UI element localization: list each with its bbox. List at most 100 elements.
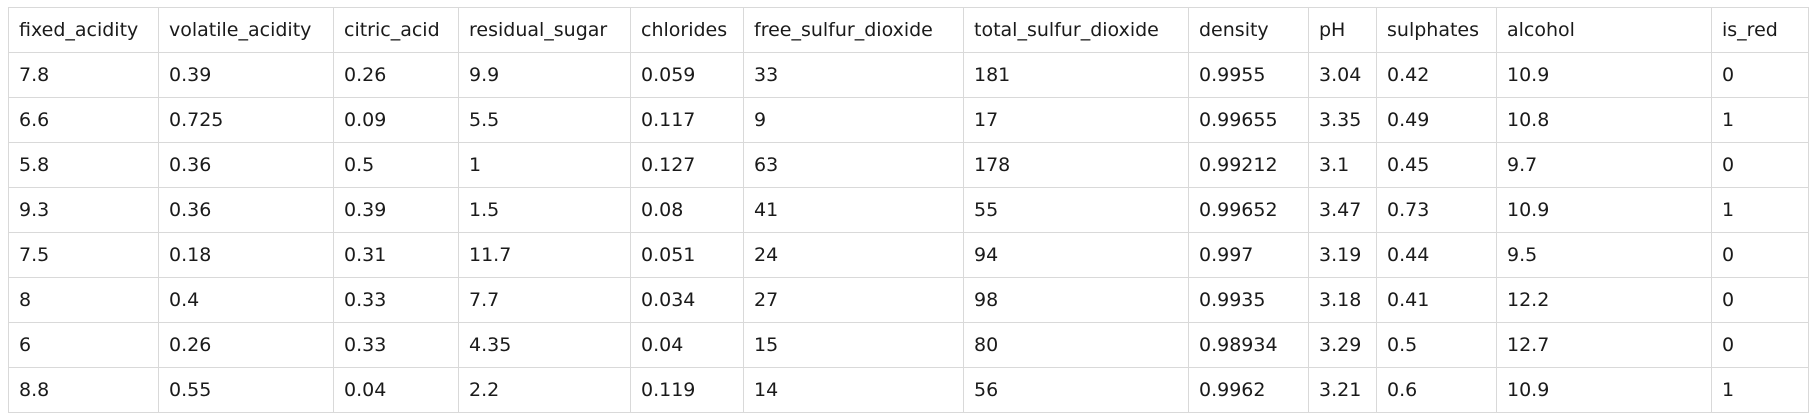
- data-table-container: fixed_acidity volatile_acidity citric_ac…: [8, 7, 1809, 413]
- table-cell: 3.04: [1308, 52, 1377, 98]
- table-cell: 12.2: [1496, 277, 1712, 323]
- table-cell: 0.5: [1376, 322, 1497, 368]
- table-cell: 0: [1711, 322, 1809, 368]
- table-cell: 4.35: [458, 322, 631, 368]
- table-cell: 0.08: [630, 187, 744, 233]
- table-cell: 2.2: [458, 367, 631, 413]
- table-cell: 0.6: [1376, 367, 1497, 413]
- table-cell: 0.725: [158, 97, 334, 143]
- table-cell: 0.9955: [1188, 52, 1309, 98]
- table-cell: 1: [458, 142, 631, 188]
- column-header: fixed_acidity: [8, 7, 159, 53]
- table-cell: 8.8: [8, 367, 159, 413]
- table-cell: 0.33: [333, 322, 459, 368]
- table-cell: 6: [8, 322, 159, 368]
- table-cell: 0.059: [630, 52, 744, 98]
- table-cell: 0.49: [1376, 97, 1497, 143]
- table-cell: 0.36: [158, 187, 334, 233]
- column-header: is_red: [1711, 7, 1809, 53]
- table-cell: 0.9935: [1188, 277, 1309, 323]
- column-header: free_sulfur_dioxide: [743, 7, 964, 53]
- table-cell: 0.98934: [1188, 322, 1309, 368]
- table-row: 8.8 0.55 0.04 2.2 0.119 14 56 0.9962 3.2…: [8, 367, 1809, 413]
- table-cell: 10.9: [1496, 52, 1712, 98]
- column-header: chlorides: [630, 7, 744, 53]
- table-cell: 0.9962: [1188, 367, 1309, 413]
- table-cell: 0.5: [333, 142, 459, 188]
- table-row: 7.5 0.18 0.31 11.7 0.051 24 94 0.997 3.1…: [8, 232, 1809, 278]
- table-cell: 0.09: [333, 97, 459, 143]
- table-cell: 55: [963, 187, 1189, 233]
- table-cell: 41: [743, 187, 964, 233]
- table-cell: 3.35: [1308, 97, 1377, 143]
- table-row: 9.3 0.36 0.39 1.5 0.08 41 55 0.99652 3.4…: [8, 187, 1809, 233]
- table-cell: 10.9: [1496, 187, 1712, 233]
- table-cell: 12.7: [1496, 322, 1712, 368]
- table-cell: 5.5: [458, 97, 631, 143]
- table-cell: 0.051: [630, 232, 744, 278]
- table-cell: 0.119: [630, 367, 744, 413]
- table-cell: 80: [963, 322, 1189, 368]
- table-cell: 0.99212: [1188, 142, 1309, 188]
- table-cell: 0.127: [630, 142, 744, 188]
- table-body: 7.8 0.39 0.26 9.9 0.059 33 181 0.9955 3.…: [8, 52, 1809, 413]
- table-cell: 7.5: [8, 232, 159, 278]
- table-cell: 0.31: [333, 232, 459, 278]
- table-cell: 9: [743, 97, 964, 143]
- table-cell: 0: [1711, 142, 1809, 188]
- table-cell: 0.44: [1376, 232, 1497, 278]
- table-row: 8 0.4 0.33 7.7 0.034 27 98 0.9935 3.18 0…: [8, 277, 1809, 323]
- table-cell: 15: [743, 322, 964, 368]
- table-cell: 5.8: [8, 142, 159, 188]
- column-header: alcohol: [1496, 7, 1712, 53]
- table-cell: 0.36: [158, 142, 334, 188]
- table-cell: 3.47: [1308, 187, 1377, 233]
- table-cell: 0.26: [333, 52, 459, 98]
- table-cell: 0.39: [333, 187, 459, 233]
- table-cell: 0.73: [1376, 187, 1497, 233]
- table-cell: 9.5: [1496, 232, 1712, 278]
- table-cell: 0.117: [630, 97, 744, 143]
- table-cell: 6.6: [8, 97, 159, 143]
- table-cell: 3.19: [1308, 232, 1377, 278]
- table-cell: 178: [963, 142, 1189, 188]
- table-cell: 0.04: [630, 322, 744, 368]
- table-cell: 0: [1711, 277, 1809, 323]
- table-row: 7.8 0.39 0.26 9.9 0.059 33 181 0.9955 3.…: [8, 52, 1809, 98]
- table-cell: 94: [963, 232, 1189, 278]
- table-cell: 7.7: [458, 277, 631, 323]
- table-cell: 3.29: [1308, 322, 1377, 368]
- table-cell: 17: [963, 97, 1189, 143]
- table-cell: 98: [963, 277, 1189, 323]
- column-header: density: [1188, 7, 1309, 53]
- table-cell: 0.99652: [1188, 187, 1309, 233]
- table-cell: 14: [743, 367, 964, 413]
- table-cell: 9.9: [458, 52, 631, 98]
- table-cell: 0.33: [333, 277, 459, 323]
- table-cell: 0.41: [1376, 277, 1497, 323]
- table-cell: 24: [743, 232, 964, 278]
- data-table: fixed_acidity volatile_acidity citric_ac…: [8, 7, 1809, 413]
- table-cell: 1.5: [458, 187, 631, 233]
- table-cell: 0.39: [158, 52, 334, 98]
- table-cell: 9.3: [8, 187, 159, 233]
- table-cell: 0: [1711, 52, 1809, 98]
- table-cell: 0.45: [1376, 142, 1497, 188]
- table-cell: 0.997: [1188, 232, 1309, 278]
- table-cell: 0: [1711, 232, 1809, 278]
- table-cell: 3.18: [1308, 277, 1377, 323]
- table-cell: 0.04: [333, 367, 459, 413]
- table-cell: 0.034: [630, 277, 744, 323]
- column-header: total_sulfur_dioxide: [963, 7, 1189, 53]
- table-cell: 0.26: [158, 322, 334, 368]
- table-cell: 1: [1711, 187, 1809, 233]
- table-row: 6.6 0.725 0.09 5.5 0.117 9 17 0.99655 3.…: [8, 97, 1809, 143]
- table-cell: 0.55: [158, 367, 334, 413]
- table-cell: 9.7: [1496, 142, 1712, 188]
- table-cell: 1: [1711, 367, 1809, 413]
- table-cell: 63: [743, 142, 964, 188]
- table-cell: 10.8: [1496, 97, 1712, 143]
- table-cell: 0.99655: [1188, 97, 1309, 143]
- table-cell: 7.8: [8, 52, 159, 98]
- table-row: 6 0.26 0.33 4.35 0.04 15 80 0.98934 3.29…: [8, 322, 1809, 368]
